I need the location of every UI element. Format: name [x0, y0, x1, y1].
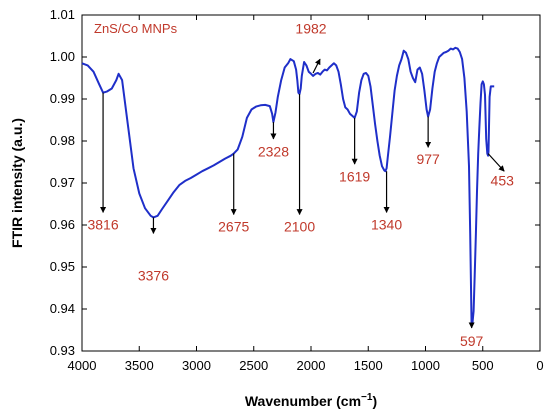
- series-group: [81, 46, 495, 327]
- x-axis-title-sup: −1: [361, 392, 373, 403]
- peak-label: 2675: [218, 219, 249, 235]
- peak-label: 597: [460, 333, 484, 349]
- y-tick-label: 0.94: [50, 301, 75, 316]
- x-tick-label: 4000: [68, 358, 97, 373]
- y-tick-label: 0.96: [50, 217, 75, 232]
- x-axis-title-main: Wavenumber (cm: [245, 393, 361, 409]
- y-tick-label: 1.01: [50, 7, 75, 22]
- y-tick-label: 0.98: [50, 133, 75, 148]
- peak-label: 3376: [138, 267, 169, 283]
- x-tick-label: 1000: [411, 358, 440, 373]
- axis-ticks: 4000 3500 3000 2500 2000 1500 1000 500 0 0.93 0.94…: [50, 7, 544, 373]
- x-tick-label: 1500: [354, 358, 383, 373]
- x-axis-title: Wavenumber (cm−1): [245, 392, 377, 409]
- peak-arrow: [487, 153, 505, 172]
- peak-label: 1982: [295, 20, 326, 36]
- y-axis-title: FTIR intensity (a.u.): [9, 118, 25, 248]
- legend-label: ZnS/Co MNPs: [94, 21, 178, 36]
- y-tick-label: 0.95: [50, 259, 75, 274]
- peak-label: 1340: [371, 217, 402, 233]
- peak-label: 453: [491, 173, 515, 189]
- y-tick-label: 0.97: [50, 175, 75, 190]
- x-tick-label: 3500: [125, 358, 154, 373]
- peak-label: 2100: [284, 219, 315, 235]
- peak-arrow: [312, 58, 321, 74]
- x-tick-label: 3000: [182, 358, 211, 373]
- peak-label: 1619: [339, 169, 370, 185]
- x-tick-label: 0: [536, 358, 543, 373]
- peak-annotations: 3816 3376 2675 2328 2100 1982 1619 1340 977 453 59…: [87, 20, 514, 348]
- series-line: [81, 46, 495, 327]
- x-tick-label: 500: [472, 358, 494, 373]
- y-tick-label: 0.93: [50, 343, 75, 358]
- y-tick-label: 0.99: [50, 91, 75, 106]
- peak-label: 2328: [258, 144, 289, 160]
- y-tick-label: 1.00: [50, 49, 75, 64]
- peak-label: 3816: [87, 217, 118, 233]
- x-tick-label: 2500: [239, 358, 268, 373]
- x-axis-title-tail: ): [372, 393, 377, 409]
- peak-label: 977: [416, 151, 440, 167]
- x-tick-label: 2000: [297, 358, 326, 373]
